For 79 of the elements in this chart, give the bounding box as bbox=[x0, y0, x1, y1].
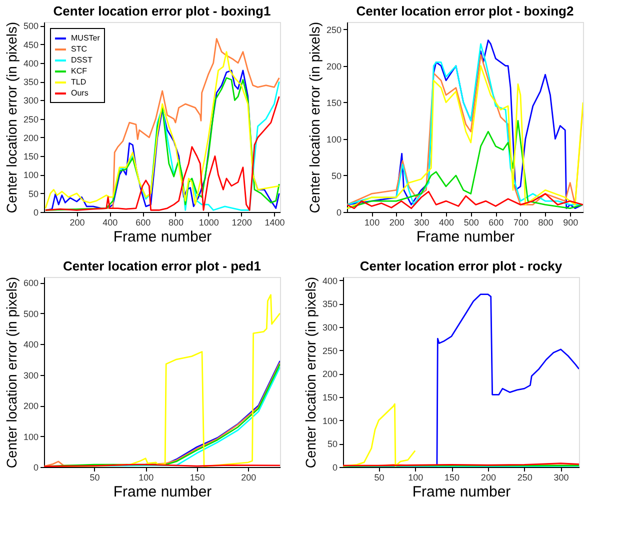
y-tick-label: 200 bbox=[23, 132, 38, 143]
y-tick-label: 250 bbox=[23, 114, 38, 124]
y-tick-label: 100 bbox=[23, 432, 38, 442]
x-tick-label: 1200 bbox=[232, 218, 252, 228]
x-tick-label: 400 bbox=[102, 218, 118, 228]
y-tick-label: 150 bbox=[326, 98, 342, 108]
x-tick-label: 100 bbox=[408, 472, 424, 482]
x-tick-label: 250 bbox=[517, 472, 532, 482]
x-tick-label: 100 bbox=[138, 472, 154, 482]
chart-title: Center location error plot - rocky bbox=[360, 258, 563, 274]
y-tick-label: 300 bbox=[23, 370, 38, 380]
line-series bbox=[347, 120, 583, 210]
y-tick-label: 150 bbox=[322, 392, 338, 402]
y-tick-label: 50 bbox=[331, 170, 342, 181]
line-series bbox=[347, 190, 583, 210]
x-tick-label: 800 bbox=[168, 218, 184, 228]
x-tick-label: 800 bbox=[538, 218, 554, 228]
y-tick-label: 200 bbox=[326, 61, 342, 72]
y-tick-label: 50 bbox=[327, 439, 338, 450]
x-tick-label: 150 bbox=[190, 472, 205, 482]
y-tick-label: 0 bbox=[33, 462, 38, 472]
y-tick-label: 600 bbox=[23, 278, 38, 288]
x-axis-title: Frame number bbox=[113, 484, 212, 500]
x-axis-title: Frame number bbox=[416, 228, 515, 246]
x-tick-label: 600 bbox=[136, 218, 151, 228]
y-axis-title: Center location error (in pixels) bbox=[3, 22, 20, 214]
x-axis-title: Frame number bbox=[412, 484, 511, 500]
x-tick-label: 200 bbox=[70, 218, 85, 228]
y-tick-label: 100 bbox=[326, 134, 342, 144]
y-tick-label: 400 bbox=[23, 340, 38, 350]
legend-label: TLD bbox=[71, 78, 86, 86]
y-tick-label: 250 bbox=[322, 346, 338, 356]
y-tick-label: 100 bbox=[322, 416, 338, 426]
y-tick-label: 250 bbox=[326, 24, 342, 35]
legend-label: DSST bbox=[71, 56, 92, 64]
y-tick-label: 500 bbox=[23, 21, 38, 32]
x-tick-label: 300 bbox=[554, 472, 569, 482]
chart-title: Center location error plot - boxing1 bbox=[53, 3, 271, 18]
x-axis-title: Frame number bbox=[113, 228, 212, 246]
x-tick-label: 100 bbox=[364, 218, 380, 228]
x-tick-label: 400 bbox=[439, 218, 454, 228]
y-tick-label: 0 bbox=[332, 462, 338, 472]
y-axis-title: Center location error (in pixels) bbox=[302, 276, 318, 468]
x-tick-label: 700 bbox=[513, 218, 528, 228]
y-tick-label: 450 bbox=[23, 40, 38, 50]
x-tick-label: 1000 bbox=[198, 218, 219, 228]
legend-label: Ours bbox=[71, 88, 88, 98]
x-tick-label: 200 bbox=[241, 472, 256, 482]
y-tick-label: 0 bbox=[336, 208, 342, 218]
y-tick-label: 500 bbox=[23, 308, 38, 319]
y-tick-label: 100 bbox=[23, 170, 38, 180]
chart-title: Center location error plot - boxing2 bbox=[356, 3, 574, 18]
y-tick-label: 50 bbox=[28, 188, 38, 199]
legend-label: STC bbox=[71, 44, 88, 54]
x-tick-label: 50 bbox=[90, 472, 100, 482]
chart-title: Center location error plot - ped1 bbox=[63, 258, 261, 274]
legend-label: MUSTer bbox=[71, 34, 100, 42]
x-tick-label: 50 bbox=[374, 472, 384, 482]
x-tick-label: 300 bbox=[414, 218, 430, 228]
y-tick-label: 400 bbox=[322, 276, 338, 286]
y-tick-label: 300 bbox=[23, 96, 38, 106]
y-axis-title: Center location error (in pixels) bbox=[306, 22, 322, 214]
x-tick-label: 150 bbox=[444, 472, 460, 482]
x-tick-label: 200 bbox=[480, 472, 496, 482]
x-tick-label: 1400 bbox=[264, 218, 285, 228]
x-tick-label: 900 bbox=[563, 218, 578, 228]
y-tick-label: 0 bbox=[33, 208, 38, 218]
y-axis-title: Center location error (in pixels) bbox=[3, 276, 20, 468]
y-tick-label: 150 bbox=[23, 152, 38, 162]
x-tick-label: 200 bbox=[389, 218, 404, 228]
y-tick-label: 350 bbox=[322, 299, 338, 310]
y-tick-label: 200 bbox=[23, 401, 38, 412]
y-tick-label: 300 bbox=[322, 322, 338, 332]
y-tick-label: 400 bbox=[23, 58, 38, 68]
legend-label: KCF bbox=[71, 66, 88, 76]
y-tick-label: 350 bbox=[23, 77, 38, 88]
x-tick-label: 600 bbox=[488, 218, 504, 228]
y-tick-label: 200 bbox=[322, 369, 338, 380]
x-tick-label: 500 bbox=[464, 218, 479, 228]
